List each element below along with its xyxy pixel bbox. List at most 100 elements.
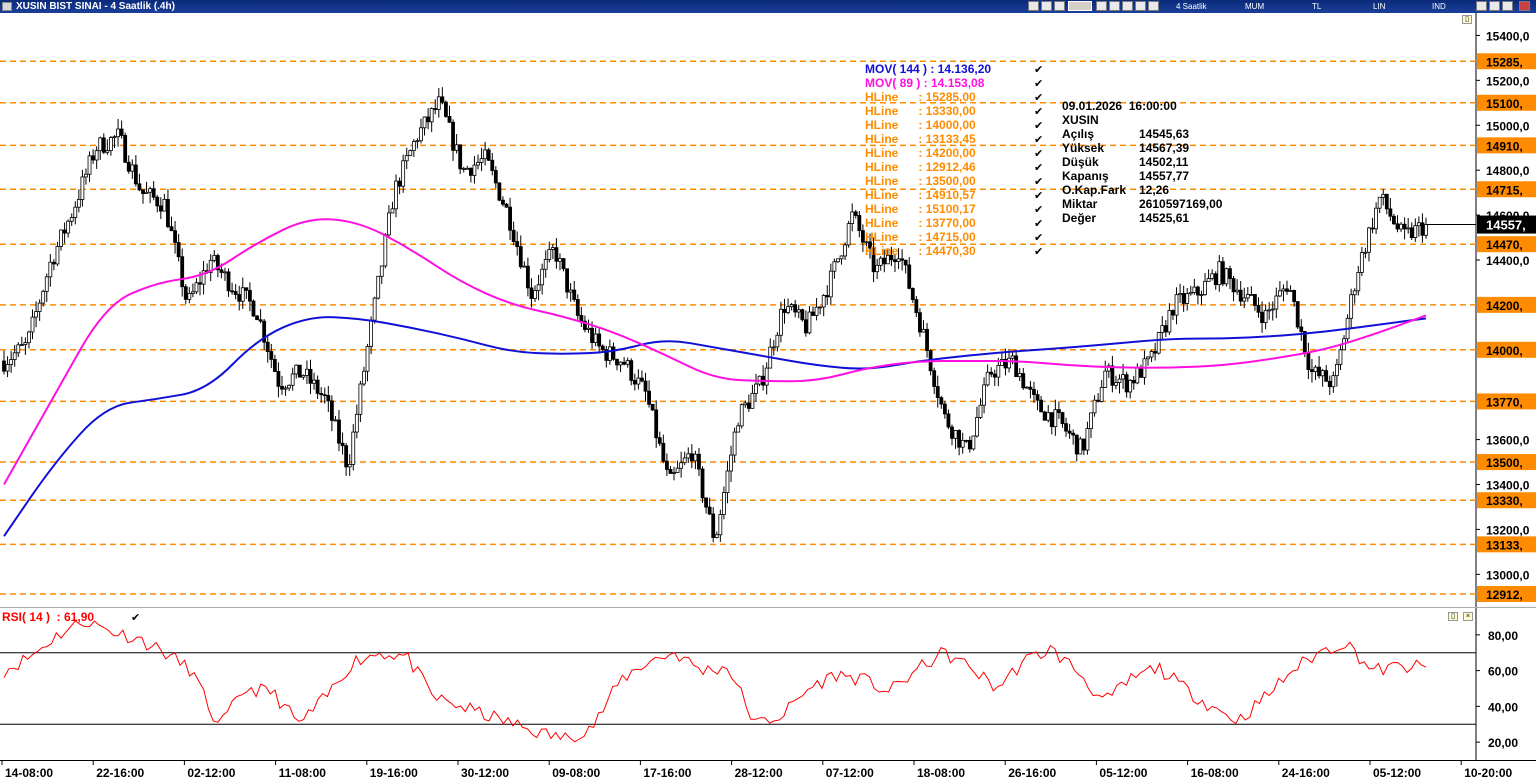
close-icon[interactable] bbox=[1519, 1, 1530, 11]
candle-body bbox=[1192, 286, 1197, 293]
legend-check-icon[interactable]: ✔ bbox=[1034, 232, 1044, 244]
rsi-panel-pin-icon[interactable]: ▯ bbox=[1448, 612, 1458, 621]
candle-body bbox=[779, 308, 783, 336]
candle-body bbox=[426, 116, 431, 123]
legend-entry: HLine : 14470,30 bbox=[865, 244, 976, 258]
candle-body bbox=[187, 293, 192, 300]
candle-body bbox=[194, 282, 199, 293]
rsi-chart[interactable]: 20,00 40,00 60,00 80,00 bbox=[0, 608, 1536, 760]
candle-body bbox=[540, 268, 545, 286]
candle-body bbox=[1057, 409, 1061, 413]
eraser-icon[interactable] bbox=[1135, 1, 1146, 11]
candle-body bbox=[654, 409, 659, 439]
minimize-icon[interactable] bbox=[1489, 1, 1500, 11]
period-button[interactable]: 4 Saatlik bbox=[1176, 2, 1207, 11]
candle-body bbox=[376, 275, 381, 299]
candle-body bbox=[625, 360, 630, 365]
zoom-box[interactable] bbox=[1068, 1, 1092, 11]
candle-body bbox=[975, 417, 979, 437]
candle-body bbox=[525, 265, 530, 289]
rsi-legend-label: RSI( 14 ) : 61,90 bbox=[2, 610, 95, 624]
pencil-icon[interactable] bbox=[1122, 1, 1133, 11]
candle-body bbox=[130, 164, 135, 172]
legend-check-icon[interactable]: ✔ bbox=[1034, 176, 1044, 188]
rsi-panel-close-icon[interactable]: × bbox=[1463, 612, 1473, 621]
candle-body bbox=[572, 289, 577, 300]
candle-body bbox=[522, 265, 527, 268]
list-icon[interactable] bbox=[1148, 1, 1159, 11]
candle-body bbox=[971, 435, 976, 450]
x-tick-label: 14-08:00 bbox=[5, 766, 53, 780]
legend-check-icon[interactable]: ✔ bbox=[1034, 134, 1044, 146]
rsi-check-icon[interactable]: ✔ bbox=[131, 612, 141, 624]
candle-body bbox=[907, 264, 912, 289]
candle-body bbox=[444, 101, 448, 117]
candle-body bbox=[754, 383, 758, 394]
info-label: Miktar bbox=[1062, 197, 1098, 211]
candle-body bbox=[664, 460, 669, 470]
candle-body bbox=[718, 514, 723, 536]
chart-style-button[interactable]: MUM bbox=[1245, 2, 1265, 11]
indicator-button[interactable]: IND bbox=[1432, 2, 1446, 11]
grid-icon[interactable] bbox=[1041, 1, 1052, 11]
legend-check-icon[interactable]: ✔ bbox=[1034, 78, 1044, 90]
candle-body bbox=[1171, 310, 1175, 316]
candle-body bbox=[94, 150, 99, 161]
candle-body bbox=[1128, 379, 1133, 393]
draw-tool-icon[interactable] bbox=[1096, 1, 1107, 11]
candle-body bbox=[255, 315, 259, 321]
candle-body bbox=[244, 287, 249, 291]
hline-axis-tag-label: 15285, bbox=[1486, 55, 1523, 69]
candle-body bbox=[1374, 207, 1379, 230]
hline-axis-tag bbox=[1477, 236, 1536, 253]
legend-check-icon[interactable]: ✔ bbox=[1034, 64, 1044, 76]
legend-check-icon[interactable]: ✔ bbox=[1034, 190, 1044, 202]
moving-average-line bbox=[3, 218, 1427, 486]
candle-body bbox=[1035, 394, 1040, 401]
legend-check-icon[interactable]: ✔ bbox=[1034, 106, 1044, 118]
legend-check-icon[interactable]: ✔ bbox=[1034, 246, 1044, 258]
price-panel-pin-icon[interactable]: ▯ bbox=[1462, 15, 1472, 24]
legend-check-icon[interactable]: ✔ bbox=[1034, 92, 1044, 104]
hline-axis-tag-label: 14715, bbox=[1486, 183, 1523, 197]
candle-body bbox=[379, 265, 384, 277]
legend-check-icon[interactable]: ✔ bbox=[1034, 120, 1044, 132]
legend-check-icon[interactable]: ✔ bbox=[1034, 148, 1044, 160]
candle-body bbox=[212, 255, 217, 261]
x-tick-label: 16-08:00 bbox=[1191, 766, 1239, 780]
candle-body bbox=[34, 311, 38, 318]
candle-body bbox=[433, 108, 438, 110]
candle-body bbox=[1242, 297, 1247, 302]
candle-body bbox=[1238, 289, 1243, 302]
pin-icon[interactable] bbox=[1476, 1, 1487, 11]
candle-body bbox=[729, 454, 733, 472]
candle-body bbox=[126, 161, 131, 172]
candle-body bbox=[1253, 294, 1257, 306]
currency-button[interactable]: TL bbox=[1312, 2, 1322, 11]
hline-axis-tag-label: 15100, bbox=[1486, 97, 1523, 111]
candle-body bbox=[992, 373, 997, 378]
legend-check-icon[interactable]: ✔ bbox=[1034, 218, 1044, 230]
chart-settings-icon[interactable] bbox=[1028, 1, 1039, 11]
scale-button[interactable]: LIN bbox=[1373, 2, 1386, 11]
candle-body bbox=[618, 361, 623, 366]
info-value: 14557,77 bbox=[1139, 169, 1190, 183]
candle-body bbox=[999, 359, 1004, 366]
hline-axis-tag bbox=[1477, 341, 1536, 358]
candle-body bbox=[73, 206, 78, 218]
candle-body bbox=[1409, 227, 1414, 238]
palette-icon[interactable] bbox=[1054, 1, 1065, 11]
candle-body bbox=[957, 430, 962, 448]
candle-body bbox=[679, 462, 684, 469]
candle-body bbox=[583, 320, 587, 330]
legend-check-icon[interactable]: ✔ bbox=[1034, 162, 1044, 174]
candle-body bbox=[1352, 290, 1357, 296]
candle-body bbox=[9, 359, 14, 365]
price-chart[interactable]: 13000,013200,013400,013600,014400,014600… bbox=[0, 13, 1536, 608]
candle-body bbox=[1320, 370, 1325, 377]
maximize-icon[interactable] bbox=[1502, 1, 1513, 11]
legend-check-icon[interactable]: ✔ bbox=[1034, 204, 1044, 216]
text-tool-icon[interactable] bbox=[1109, 1, 1120, 11]
candle-body bbox=[1188, 292, 1193, 295]
candle-body bbox=[479, 158, 484, 163]
